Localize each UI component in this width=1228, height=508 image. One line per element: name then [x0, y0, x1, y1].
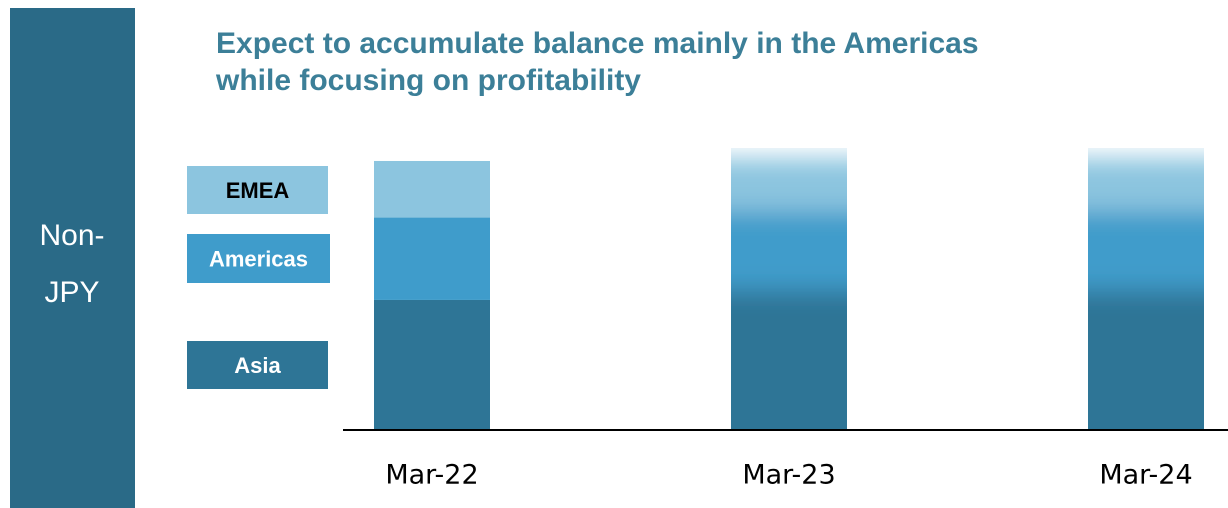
bar-segment: [731, 158, 847, 211]
legend-swatch: [187, 166, 328, 214]
x-tick-label: Mar-22: [385, 460, 478, 491]
bar-segment: [1088, 158, 1204, 211]
legend-label: Americas: [209, 246, 308, 271]
side-label: JPY: [44, 276, 99, 309]
x-tick-label: Mar-23: [742, 460, 835, 491]
chart-title: Expect to accumulate balance mainly in t…: [216, 27, 979, 60]
side-label: Non-: [39, 219, 104, 252]
bar-segment: [374, 217, 490, 300]
chart-title: while focusing on profitability: [215, 64, 641, 97]
bar-segment: [374, 299, 490, 429]
bar-group: [1088, 158, 1204, 429]
bar-blend: [731, 158, 847, 429]
bar-segment: [731, 290, 847, 429]
bar-segment: [1088, 290, 1204, 429]
side-band: [10, 8, 135, 508]
bar-group: [731, 158, 847, 429]
legend-swatch: [187, 234, 330, 283]
legend-label: Asia: [234, 353, 281, 378]
legend-swatch: [187, 341, 328, 389]
bar-blend: [1088, 158, 1204, 429]
bar-segment: [731, 210, 847, 291]
legend-label: EMEA: [226, 178, 290, 203]
bar-segment: [1088, 210, 1204, 291]
bar-segment: [374, 160, 490, 218]
x-tick-label: Mar-24: [1099, 460, 1192, 491]
